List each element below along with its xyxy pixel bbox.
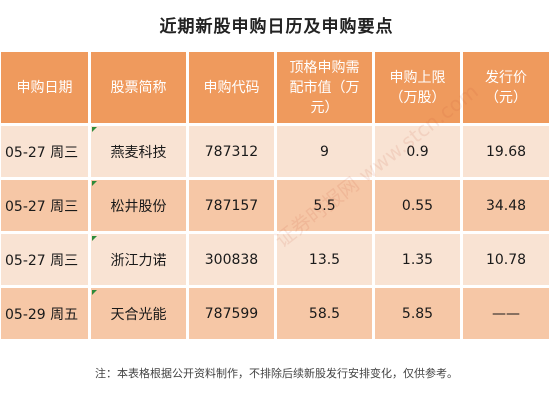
- cell-issue-price: 34.48: [463, 180, 552, 234]
- cell-required-market-cap: 13.5: [277, 234, 375, 288]
- table-row: 05-27 周三 浙江力诺 300838 13.5 1.35 10.78: [1, 234, 552, 288]
- cell-stock-name: 松井股份: [91, 180, 189, 234]
- cell-subscription-limit: 5.85: [375, 288, 463, 342]
- cell-stock-name: 浙江力诺: [91, 234, 189, 288]
- comment-marker-icon: [92, 290, 97, 295]
- cell-stock-name: 燕麦科技: [91, 126, 189, 180]
- cell-subscription-limit: 0.55: [375, 180, 463, 234]
- table-header-row: 申购日期 股票简称 申购代码 顶格申购需配市值（万元） 申购上限（万股） 发行价…: [1, 52, 552, 126]
- footnote: 注：本表格根据公开资料制作，不排除后续新股发行安排变化，仅供参考。: [95, 367, 458, 380]
- ipo-calendar-table: 申购日期 股票简称 申购代码 顶格申购需配市值（万元） 申购上限（万股） 发行价…: [1, 52, 552, 342]
- cell-required-market-cap: 5.5: [277, 180, 375, 234]
- header-issue-price: 发行价（元）: [463, 52, 552, 126]
- comment-marker-icon: [92, 127, 97, 132]
- header-code: 申购代码: [189, 52, 277, 126]
- table-row: 05-29 周五 天合光能 787599 58.5 5.85 ——: [1, 288, 552, 342]
- header-subscription-limit: 申购上限（万股）: [375, 52, 463, 126]
- cell-date: 05-27 周三: [1, 180, 91, 234]
- table-row: 05-27 周三 松井股份 787157 5.5 0.55 34.48: [1, 180, 552, 234]
- cell-stock-name: 天合光能: [91, 288, 189, 342]
- cell-code: 787312: [189, 126, 277, 180]
- table-row: 05-27 周三 燕麦科技 787312 9 0.9 19.68: [1, 126, 552, 180]
- cell-issue-price: 10.78: [463, 234, 552, 288]
- cell-required-market-cap: 58.5: [277, 288, 375, 342]
- header-required-market-cap: 顶格申购需配市值（万元）: [277, 52, 375, 126]
- cell-required-market-cap: 9: [277, 126, 375, 180]
- cell-code: 300838: [189, 234, 277, 288]
- page-title: 近期新股申购日历及申购要点: [159, 17, 394, 37]
- cell-issue-price: ——: [463, 288, 552, 342]
- header-stock-name: 股票简称: [91, 52, 189, 126]
- header-date: 申购日期: [1, 52, 91, 126]
- cell-issue-price: 19.68: [463, 126, 552, 180]
- comment-marker-icon: [92, 181, 97, 186]
- cell-subscription-limit: 1.35: [375, 234, 463, 288]
- cell-date: 05-27 周三: [1, 126, 91, 180]
- cell-code: 787599: [189, 288, 277, 342]
- cell-date: 05-27 周三: [1, 234, 91, 288]
- cell-date: 05-29 周五: [1, 288, 91, 342]
- cell-code: 787157: [189, 180, 277, 234]
- comment-marker-icon: [92, 236, 97, 241]
- cell-subscription-limit: 0.9: [375, 126, 463, 180]
